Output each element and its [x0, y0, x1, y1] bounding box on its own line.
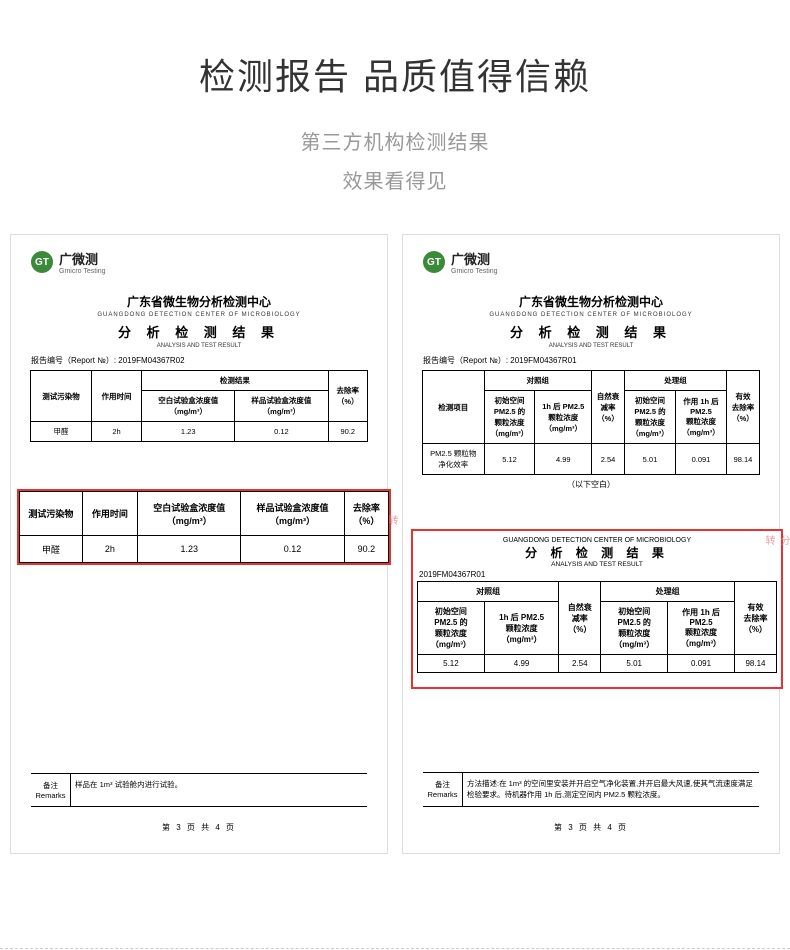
logo-badge-icon: GT	[31, 251, 53, 273]
reports-row: GT 广微测 Gmicro Testing 广东省微生物分析检测中心 GUANG…	[0, 234, 790, 854]
logo-cn: 广微测	[451, 249, 498, 268]
logo: GT 广微测 Gmicro Testing	[403, 235, 779, 275]
stamp-icon: 分转	[771, 535, 790, 545]
remarks-2: 备注Remarks 方法描述:在 1m³ 的空间里安装并开启空气净化装置,并开启…	[423, 772, 759, 807]
report-no: 报告编号（Report №）: 2019FM04367R01	[403, 349, 779, 366]
org-en: GUANGDONG DETECTION CENTER OF MICROBIOLO…	[11, 312, 387, 318]
logo-badge-icon: GT	[423, 251, 445, 273]
main-title: 检测报告 品质值得信赖	[0, 48, 790, 100]
page-no-2: 第 3 页 共 4 页	[403, 822, 779, 833]
header: 检测报告 品质值得信赖 第三方机构检测结果 效果看得见	[0, 0, 790, 194]
logo-en: Gmicro Testing	[59, 268, 106, 275]
logo-en: Gmicro Testing	[451, 268, 498, 275]
remarks-1: 备注Remarks 样品在 1m³ 试验舱内进行试验。	[31, 773, 367, 807]
report2-table: 检测项目 对照组 自然衰减率（%） 处理组 有效去除率（%） 初始空间PM2.5…	[422, 370, 760, 475]
blank-note: （以下空白）	[403, 479, 779, 490]
logo-cn: 广微测	[59, 249, 106, 268]
logo: GT 广微测 Gmicro Testing	[11, 235, 387, 275]
report-left: GT 广微测 Gmicro Testing 广东省微生物分析检测中心 GUANG…	[10, 234, 388, 854]
report-right: GT 广微测 Gmicro Testing 广东省微生物分析检测中心 GUANG…	[402, 234, 780, 854]
subtitle-1: 第三方机构检测结果	[0, 126, 790, 155]
result-title: 分 析 检 测 结 果	[403, 322, 779, 341]
report-no: 报告编号（Report №）: 2019FM04367R02	[11, 349, 387, 366]
org-name: 广东省微生物分析检测中心	[11, 293, 387, 310]
hl2-title: GUANGDONG DETECTION CENTER OF MICROBIOLO…	[413, 531, 781, 568]
highlight-box-2: GUANGDONG DETECTION CENTER OF MICROBIOLO…	[411, 529, 783, 689]
org-en: GUANGDONG DETECTION CENTER OF MICROBIOLO…	[403, 312, 779, 318]
report1-table: 测试污染物 作用时间 检测结果 去除率（%） 空白试验盒浓度值（mg/m³） 样…	[30, 370, 368, 442]
report-title-block: 广东省微生物分析检测中心 GUANGDONG DETECTION CENTER …	[11, 293, 387, 349]
page-no-1: 第 3 页 共 4 页	[11, 822, 387, 833]
stamp-icon: 转	[379, 515, 399, 525]
highlight-box-1: 测试污染物 作用时间 空白试验盒浓度值（mg/m³） 样品试验盒浓度值（mg/m…	[17, 489, 391, 565]
result-title: 分 析 检 测 结 果	[11, 322, 387, 341]
subtitle-2: 效果看得见	[0, 165, 790, 194]
hl2-no: 2019FM04367R01	[413, 570, 781, 579]
org-name: 广东省微生物分析检测中心	[403, 293, 779, 310]
report-title-block: 广东省微生物分析检测中心 GUANGDONG DETECTION CENTER …	[403, 293, 779, 349]
highlight1-table: 测试污染物 作用时间 空白试验盒浓度值（mg/m³） 样品试验盒浓度值（mg/m…	[19, 491, 389, 563]
highlight2-table: 对照组 自然衰减率（%） 处理组 有效去除率（%） 初始空间PM2.5 的颗粒浓…	[417, 581, 777, 673]
